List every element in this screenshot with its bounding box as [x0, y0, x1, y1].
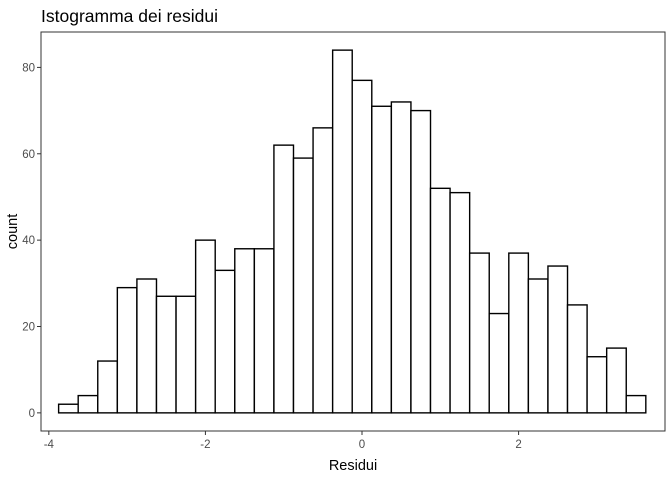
histogram-bar [292, 157, 314, 414]
y-axis-title: count [5, 214, 21, 249]
y-tick-label: 40 [22, 235, 35, 247]
x-tick-label: 0 [359, 439, 365, 451]
histogram-bar [371, 105, 393, 414]
plot-panel-border [40, 31, 666, 432]
histogram-bar [351, 79, 373, 414]
histogram-bar [116, 286, 138, 414]
x-axis-title: Residui [329, 458, 377, 474]
histogram-bar [234, 248, 256, 414]
histogram-bar [312, 127, 334, 414]
bars-group [57, 49, 647, 414]
histogram-bar [547, 265, 569, 414]
y-tick-label: 20 [22, 322, 35, 334]
histogram-bar [136, 278, 158, 414]
histogram-bar [625, 394, 647, 414]
y-tick-label: 80 [22, 62, 35, 74]
histogram-bar [449, 191, 471, 414]
histogram-bar [429, 187, 451, 414]
histogram-bar [605, 347, 627, 414]
histogram-bar [390, 101, 412, 414]
x-tick-label: -2 [200, 439, 210, 451]
histogram-bar [77, 394, 99, 414]
histogram-bar [566, 304, 588, 414]
y-axis-ticks: 0 20 40 60 80 [22, 62, 41, 420]
histogram-bar [155, 295, 177, 414]
histogram-bar [488, 312, 510, 414]
histogram-bar [97, 360, 119, 414]
histogram-bar [253, 248, 275, 414]
histogram-bar [527, 278, 549, 414]
histogram-bar [194, 239, 216, 414]
histogram-bar [175, 295, 197, 414]
x-tick-label: -4 [44, 439, 55, 451]
histogram-bar [508, 252, 530, 414]
histogram-bar [214, 269, 236, 414]
histogram-bar [273, 144, 295, 414]
x-axis-ticks: -4 -2 0 2 [44, 431, 522, 451]
histogram-bar [57, 403, 79, 414]
histogram-bar [331, 49, 353, 414]
y-tick-label: 0 [29, 408, 35, 420]
x-tick-label: 2 [515, 439, 521, 451]
histogram-bar [410, 109, 432, 414]
y-tick-label: 60 [22, 149, 35, 161]
histogram-bar [468, 252, 490, 414]
histogram-bar [586, 356, 608, 414]
chart-title: Istogramma dei residui [41, 6, 218, 26]
